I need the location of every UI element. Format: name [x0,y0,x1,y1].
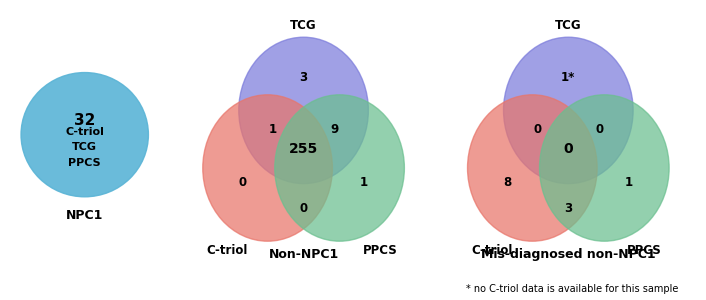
Ellipse shape [467,95,597,241]
Text: C-triol: C-triol [472,244,513,256]
Ellipse shape [539,95,669,241]
Text: 3: 3 [299,71,308,84]
Text: PPCS: PPCS [362,244,397,256]
Text: 1: 1 [625,176,633,189]
Text: 255: 255 [289,142,318,156]
Text: C-triol: C-triol [207,244,248,256]
Text: 0: 0 [239,176,247,189]
Text: Mis-diagnosed non-NPC1: Mis-diagnosed non-NPC1 [481,248,656,261]
Text: PPCS: PPCS [627,244,662,256]
Text: 0: 0 [299,202,308,215]
Text: Non-NPC1: Non-NPC1 [268,248,339,261]
Text: 0: 0 [563,142,573,156]
Text: TCG: TCG [290,20,317,32]
Text: TCG: TCG [555,20,582,32]
Text: 0: 0 [595,123,604,136]
Ellipse shape [503,37,633,184]
Text: 1*: 1* [561,71,575,84]
Text: * no C-triol data is available for this sample: * no C-triol data is available for this … [466,284,678,294]
Ellipse shape [21,73,148,197]
Text: 9: 9 [330,123,339,136]
Text: 8: 8 [503,176,512,189]
Text: 3: 3 [564,202,573,215]
Ellipse shape [203,95,333,241]
Ellipse shape [239,37,369,184]
Ellipse shape [275,95,405,241]
Text: 0: 0 [533,123,542,136]
Text: 32: 32 [74,113,95,128]
Text: 1: 1 [268,123,277,136]
Text: 1: 1 [360,176,369,189]
Text: NPC1: NPC1 [66,209,103,222]
Text: C-triol
TCG
PPCS: C-triol TCG PPCS [65,127,104,168]
